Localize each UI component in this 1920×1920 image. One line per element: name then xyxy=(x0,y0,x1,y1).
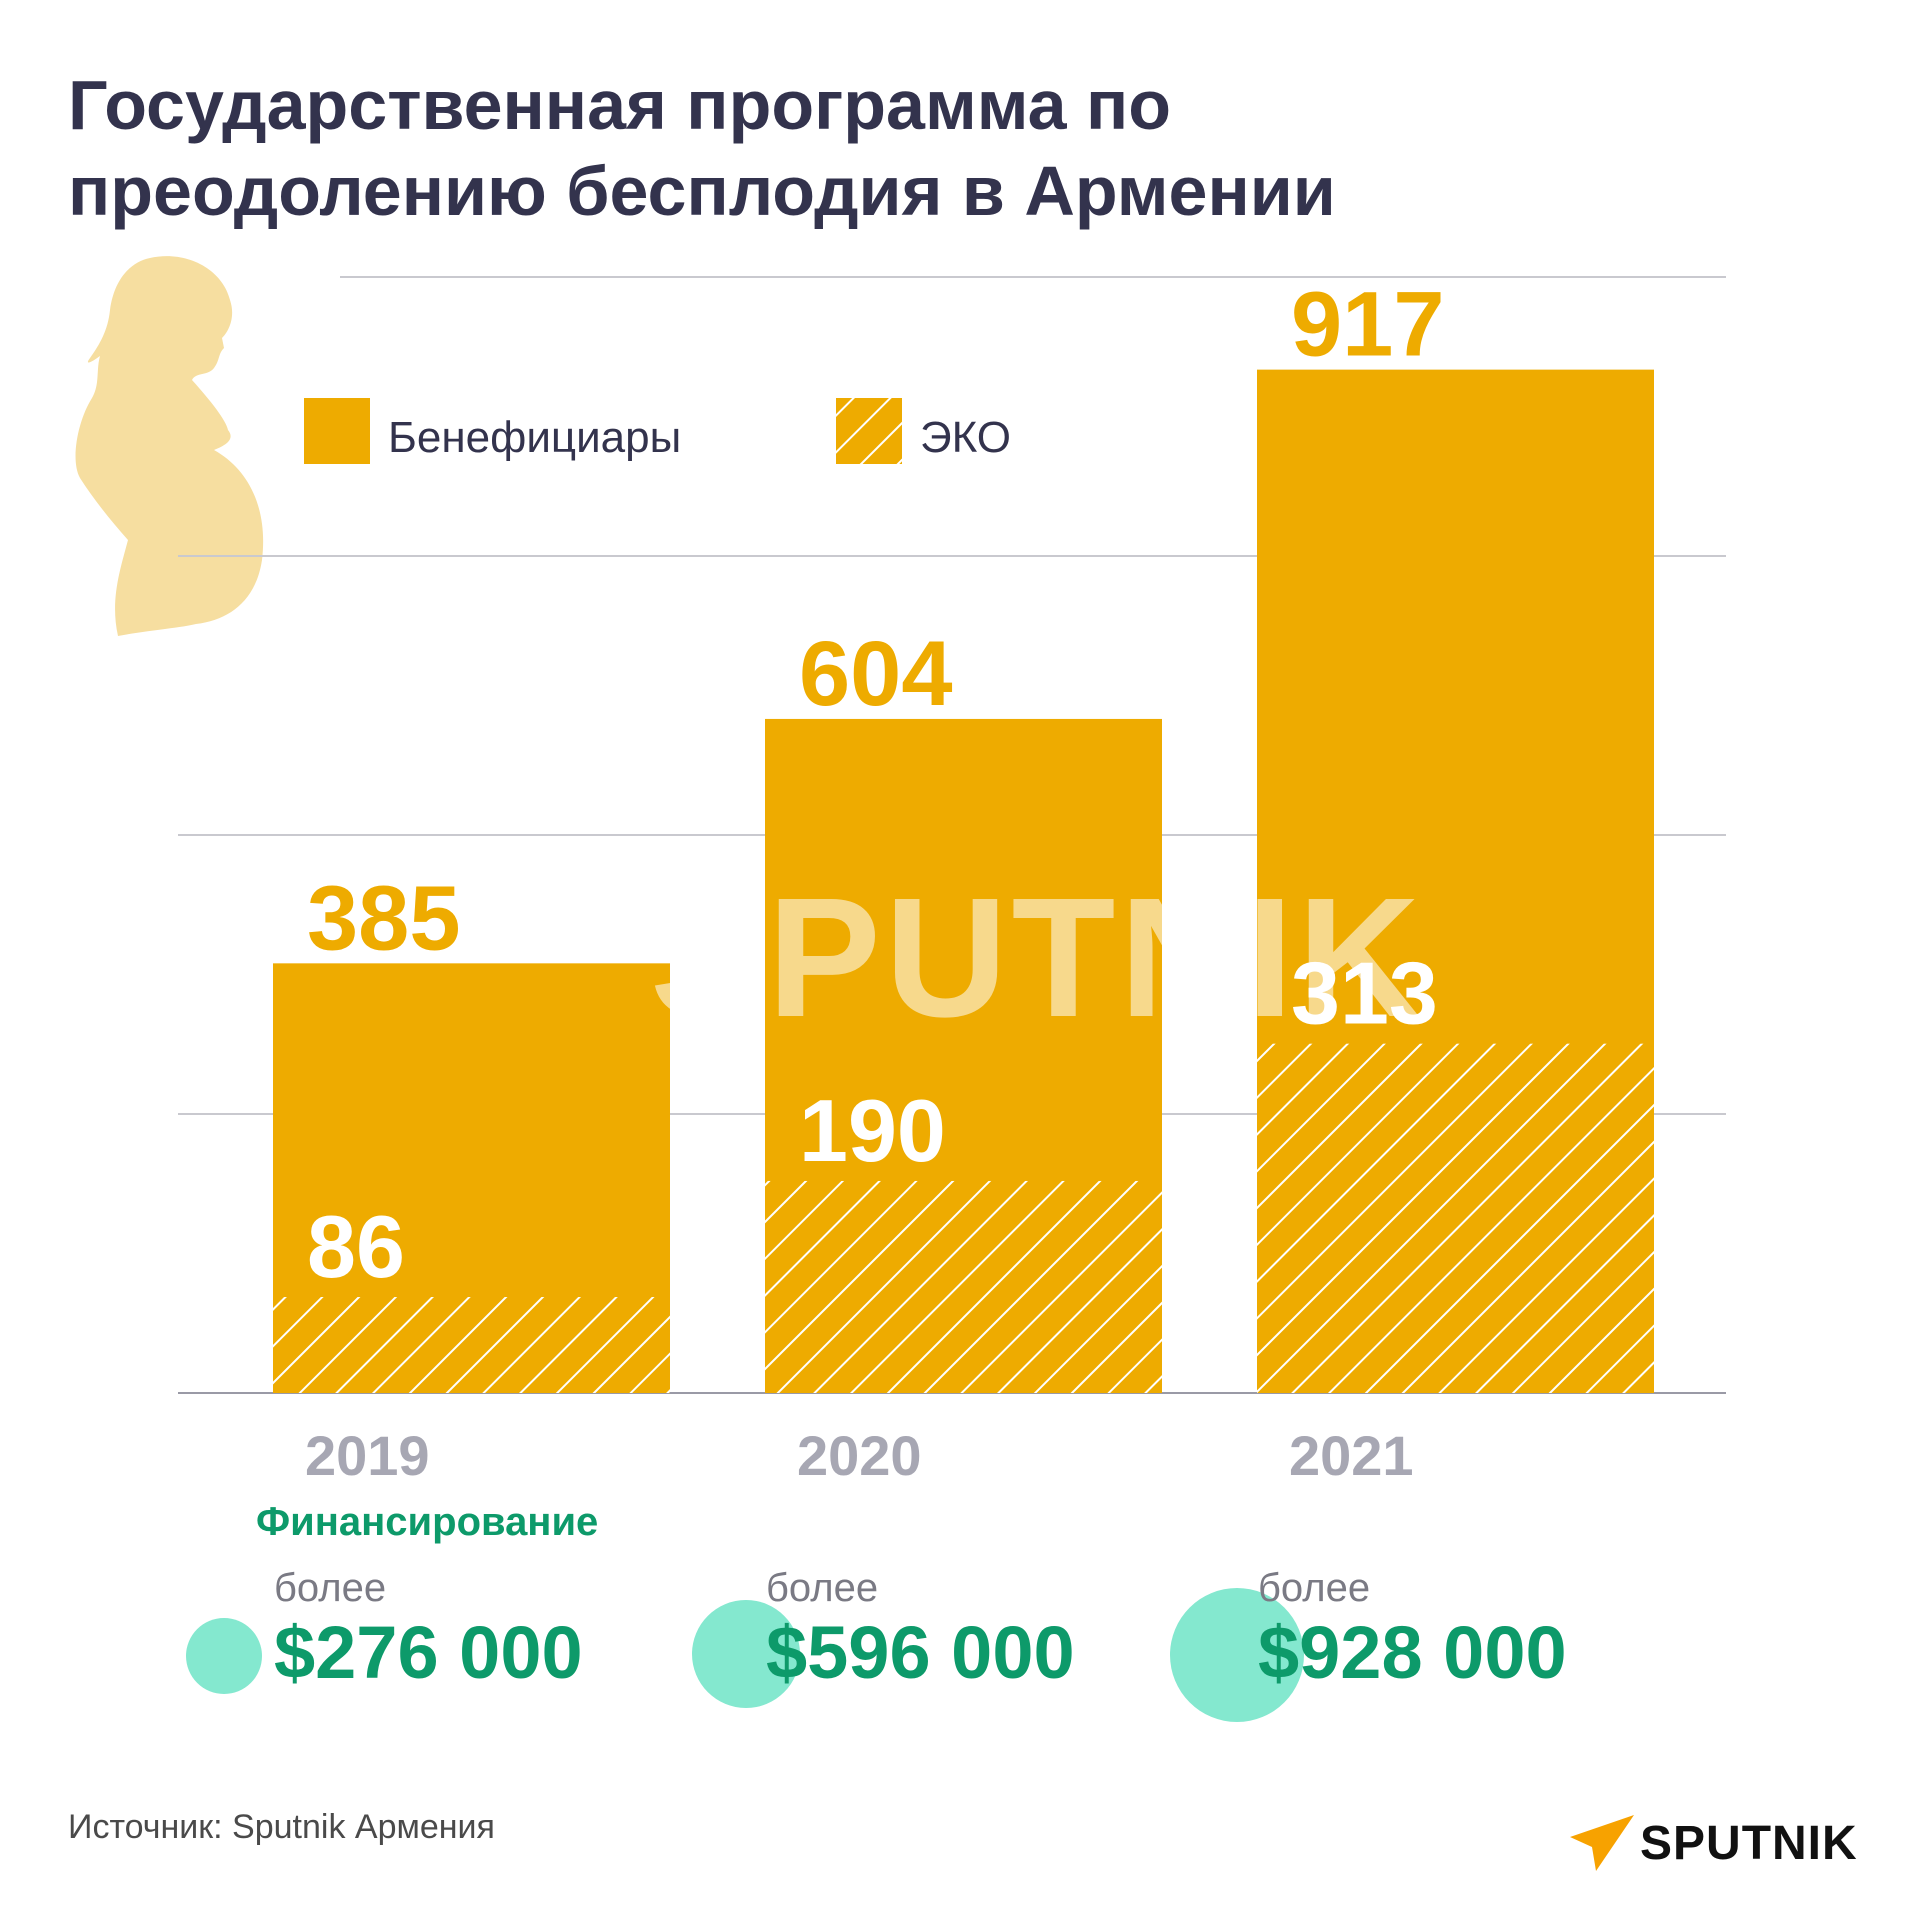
sputnik-logo: SPUTNIK xyxy=(1570,1808,1858,1878)
funding-amount: $596 000 xyxy=(766,1611,1075,1694)
value-label-beneficiaries: 604 xyxy=(799,623,953,725)
value-label-ivf: 313 xyxy=(1291,944,1438,1043)
value-label-ivf: 86 xyxy=(307,1197,405,1296)
legend-swatch-beneficiaries xyxy=(304,398,370,464)
bar-ivf xyxy=(765,1180,1162,1393)
funding-prefix: более xyxy=(766,1566,879,1610)
value-label-ivf: 190 xyxy=(799,1081,946,1180)
sputnik-logo-icon xyxy=(1570,1815,1634,1871)
funding-prefix: более xyxy=(1258,1566,1371,1610)
bar-ivf xyxy=(273,1297,670,1393)
source-note: Источник: Sputnik Армения xyxy=(68,1808,495,1846)
funding-circle-2020 xyxy=(692,1600,800,1708)
logo-text: SPUTNIK xyxy=(1640,1816,1858,1870)
title-line-1: Государственная программа по xyxy=(68,66,1172,144)
chart-title: Государственная программа по преодолению… xyxy=(68,62,1768,234)
legend: Бенефициары ЭКО xyxy=(304,398,1011,464)
legend-label-ivf: ЭКО xyxy=(920,413,1011,462)
legend-label-beneficiaries: Бенефициары xyxy=(388,413,681,462)
funding-circle-2019 xyxy=(186,1618,262,1694)
funding-label: Финансирование xyxy=(256,1500,599,1544)
value-labels: 385 86 2019 604 190 2020 917 313 2021 xyxy=(305,274,1445,1487)
value-label-beneficiaries: 917 xyxy=(1291,274,1445,376)
x-tick-label: 2021 xyxy=(1289,1424,1414,1487)
funding-item-2021: более $928 000 xyxy=(1258,1565,1567,1695)
x-tick-label: 2019 xyxy=(305,1424,430,1487)
title-line-2: преодолению бесплодия в Армении xyxy=(68,152,1336,230)
bar-ivf xyxy=(1257,1043,1654,1393)
funding-amount: $276 000 xyxy=(274,1611,583,1694)
funding-prefix: более xyxy=(274,1566,387,1610)
bars xyxy=(273,369,1654,1393)
pregnant-woman-icon xyxy=(75,256,264,636)
value-label-beneficiaries: 385 xyxy=(307,867,461,969)
legend-swatch-ivf xyxy=(836,398,902,464)
funding-item-2019: более $276 000 xyxy=(274,1565,583,1695)
funding-amount: $928 000 xyxy=(1258,1611,1567,1694)
x-tick-label: 2020 xyxy=(797,1424,922,1487)
funding-circle-2021 xyxy=(1170,1588,1304,1722)
funding-item-2020: более $596 000 xyxy=(766,1565,1075,1695)
